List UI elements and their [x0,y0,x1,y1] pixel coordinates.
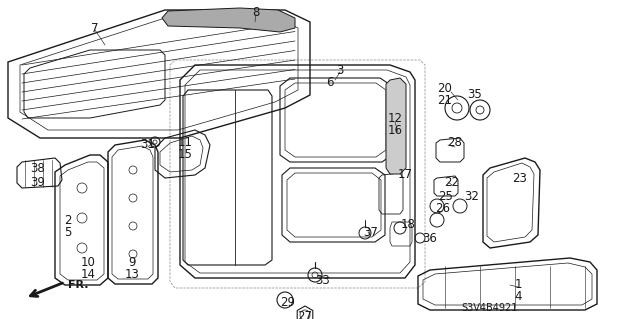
Text: 13: 13 [125,268,140,280]
Text: 1: 1 [515,278,522,292]
Text: 29: 29 [280,296,296,309]
Text: 16: 16 [387,123,403,137]
Text: 17: 17 [397,168,413,182]
Text: 38: 38 [31,161,45,174]
Text: 28: 28 [447,137,463,150]
Text: 26: 26 [435,202,451,214]
Text: 36: 36 [422,232,437,244]
Text: 23: 23 [513,172,527,184]
Text: 14: 14 [81,268,95,280]
Text: 11: 11 [177,136,193,149]
Text: 7: 7 [92,21,99,34]
Text: 9: 9 [128,256,136,269]
Text: 15: 15 [177,149,193,161]
Text: 18: 18 [401,219,415,232]
Text: 4: 4 [515,291,522,303]
Text: 10: 10 [81,256,95,269]
Text: 22: 22 [445,175,460,189]
Text: 37: 37 [364,226,378,239]
Text: 6: 6 [326,76,333,88]
Text: 33: 33 [316,273,330,286]
Text: FR.: FR. [68,280,88,290]
Text: 25: 25 [438,189,453,203]
Text: 3: 3 [336,63,344,77]
Text: 8: 8 [252,5,260,19]
Text: 2: 2 [64,213,72,226]
Text: 27: 27 [298,309,312,319]
Text: 32: 32 [465,189,479,203]
Text: 35: 35 [468,88,483,101]
Text: S3V4B4921: S3V4B4921 [462,303,518,313]
Text: 31: 31 [141,138,156,152]
Polygon shape [162,8,295,32]
Text: 20: 20 [438,81,452,94]
Text: 5: 5 [64,226,72,239]
Text: 12: 12 [387,112,403,124]
Text: 39: 39 [31,176,45,189]
Polygon shape [386,78,406,174]
Text: 21: 21 [438,93,452,107]
